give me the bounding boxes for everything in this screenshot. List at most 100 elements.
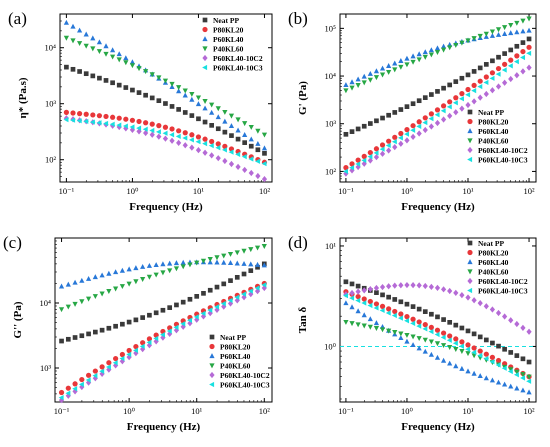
data-point	[477, 299, 483, 307]
data-point	[459, 105, 465, 112]
data-point	[471, 353, 477, 359]
data-point	[502, 31, 508, 36]
data-point	[440, 357, 447, 363]
data-point	[349, 129, 355, 134]
legend-marker	[209, 371, 215, 379]
data-point	[441, 317, 446, 322]
data-point	[103, 113, 109, 120]
data-point	[416, 123, 422, 130]
data-point	[391, 312, 397, 319]
data-point	[169, 137, 175, 144]
data-point	[140, 263, 146, 269]
data-point	[355, 161, 361, 167]
data-point	[483, 31, 489, 37]
data-point	[373, 154, 380, 161]
data-point	[526, 44, 532, 50]
data-point	[167, 330, 173, 338]
data-point	[234, 297, 240, 304]
series-neat-pp	[343, 36, 532, 137]
data-point	[180, 323, 186, 330]
data-point	[489, 70, 496, 76]
data-point	[453, 363, 459, 369]
data-point	[262, 150, 267, 156]
data-point	[422, 322, 428, 328]
data-point	[65, 385, 71, 391]
data-point	[386, 294, 391, 300]
data-point	[63, 109, 69, 115]
data-point	[477, 83, 483, 90]
data-point	[222, 143, 228, 149]
y-tick-label: 10⁰	[324, 341, 337, 351]
series-neat-pp	[64, 64, 267, 156]
data-point	[126, 266, 132, 272]
data-point	[367, 149, 373, 156]
data-point	[126, 347, 132, 354]
data-point	[96, 113, 103, 119]
legend-label: P40KL60	[478, 268, 509, 277]
data-point	[63, 35, 69, 41]
data-point	[410, 53, 416, 59]
data-point	[361, 300, 367, 306]
data-point	[520, 324, 526, 332]
data-point	[434, 327, 441, 333]
data-point	[447, 319, 453, 325]
series-p40kl60	[343, 319, 532, 380]
data-point	[361, 153, 367, 159]
data-point	[392, 297, 398, 302]
data-point	[77, 69, 82, 74]
x-tick-label: 10⁰	[123, 406, 136, 416]
data-point	[92, 274, 98, 280]
legend-label: P60KL40	[478, 127, 509, 136]
x-tick-label: 10⁻¹	[54, 406, 70, 416]
data-point	[379, 65, 386, 71]
data-point	[404, 332, 410, 338]
data-point	[242, 140, 248, 145]
panel-2: (b) 10⁻¹ 10⁰ 10¹ 10² 10² 10³ 10⁴ 10⁵ Frequency (H…	[288, 9, 537, 213]
data-point	[180, 299, 186, 305]
data-point	[202, 99, 208, 104]
data-point	[123, 60, 129, 66]
data-point	[123, 55, 129, 61]
series-p80kl20	[343, 44, 532, 171]
data-point	[70, 110, 76, 116]
series-p80kl20	[58, 280, 267, 396]
legend-label: P60KL40-10C3	[478, 287, 528, 296]
data-point	[459, 291, 465, 299]
series-p60kl40-10c2	[343, 64, 532, 177]
data-point	[90, 112, 96, 118]
data-point	[507, 63, 513, 69]
data-point	[193, 314, 199, 320]
data-point	[133, 279, 139, 285]
data-point	[70, 38, 76, 44]
data-point	[434, 112, 440, 118]
data-point	[123, 116, 129, 122]
data-point	[166, 328, 172, 334]
data-point	[373, 284, 380, 292]
data-point	[153, 272, 159, 278]
data-point	[428, 339, 434, 345]
data-point	[495, 357, 502, 364]
data-point	[187, 320, 193, 327]
data-point	[373, 305, 379, 311]
data-point	[465, 368, 471, 374]
legend-label: P60KL40-10C2	[220, 371, 270, 380]
data-point	[99, 364, 105, 370]
data-point	[440, 116, 447, 123]
data-point	[182, 142, 188, 149]
y-tick-label: 10²	[45, 155, 57, 165]
data-point	[129, 124, 135, 130]
data-point	[189, 91, 195, 97]
data-point	[349, 281, 355, 287]
data-point	[404, 313, 410, 320]
data-point	[379, 283, 386, 291]
data-point	[207, 257, 213, 262]
data-point	[72, 279, 78, 285]
legend: Neat PPP80KL20P60KL40P40KL60P60KL40-10C2…	[209, 333, 270, 390]
data-point	[398, 58, 404, 64]
data-point	[465, 86, 471, 93]
data-point	[379, 303, 386, 309]
data-point	[126, 351, 132, 358]
data-point	[373, 320, 380, 326]
data-point	[113, 362, 119, 369]
data-point	[234, 260, 240, 266]
